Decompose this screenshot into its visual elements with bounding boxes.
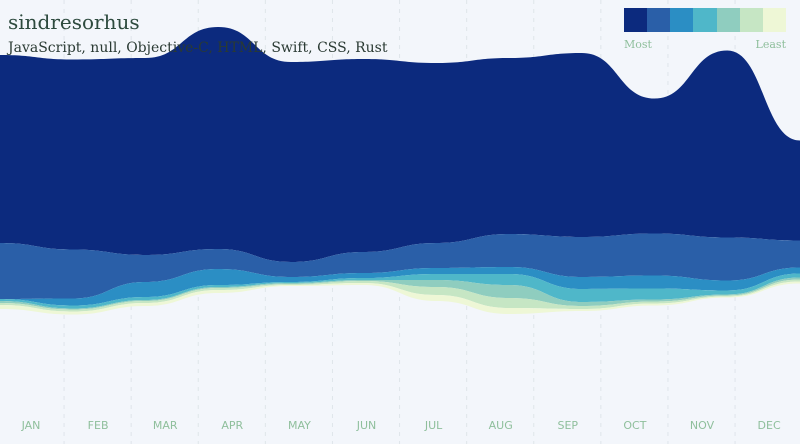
chart-subtitle: JavaScript, null, Objective-C, HTML, Swi…: [8, 40, 388, 56]
stream-html[interactable]: [0, 273, 800, 309]
x-tick-oct: OCT: [623, 419, 646, 432]
legend-swatch-5: [716, 8, 740, 32]
stream-swift[interactable]: [0, 277, 800, 310]
legend-least-label: Least: [755, 38, 786, 51]
legend-labels: Most Least: [624, 38, 786, 51]
legend-swatch-1: [624, 8, 648, 32]
x-tick-mar: MAR: [153, 419, 178, 432]
x-tick-apr: APR: [221, 419, 243, 432]
legend-swatch-3: [670, 8, 694, 32]
x-tick-sep: SEP: [558, 419, 579, 432]
x-tick-aug: AUG: [489, 419, 513, 432]
stream-javascript[interactable]: [0, 27, 800, 262]
legend-swatch-4: [693, 8, 717, 32]
x-tick-jun: JUN: [356, 419, 377, 432]
x-tick-jan: JAN: [21, 419, 41, 432]
x-tick-may: MAY: [288, 419, 311, 432]
x-tick-nov: NOV: [690, 419, 715, 432]
stream-css[interactable]: [0, 279, 800, 312]
legend-swatch-6: [739, 8, 763, 32]
stream-objective-c[interactable]: [0, 267, 800, 306]
x-tick-feb: FEB: [88, 419, 109, 432]
legend-swatches: [624, 8, 786, 32]
legend-swatch-2: [647, 8, 671, 32]
stream-null[interactable]: [0, 233, 800, 300]
color-legend: Most Least: [624, 8, 786, 51]
legend-swatch-7: [762, 8, 786, 32]
chart-title: sindresorhus: [8, 10, 140, 34]
x-tick-dec: DEC: [758, 419, 781, 432]
legend-most-label: Most: [624, 38, 652, 51]
x-tick-jul: JUL: [424, 419, 443, 432]
stream-layers: [0, 27, 800, 315]
x-axis-ticks: JAN FEB MAR APR MAY JUN JUL AUG SEP OCT NOV DEC: [21, 419, 781, 432]
